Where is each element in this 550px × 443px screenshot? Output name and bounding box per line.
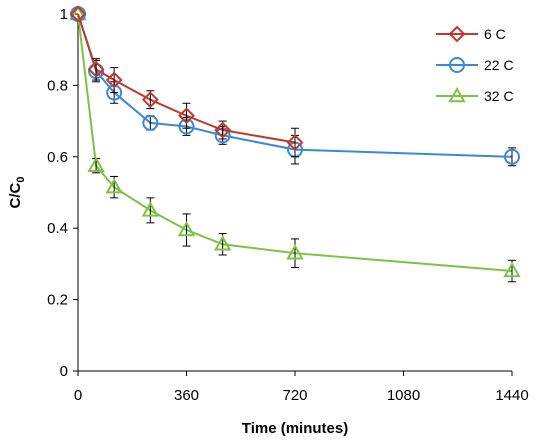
- legend-item: 32 C: [436, 86, 514, 104]
- data-point: [141, 201, 160, 217]
- series-layer: [69, 4, 521, 283]
- legend-label: 6 C: [484, 26, 506, 42]
- legend-item: 22 C: [436, 57, 514, 73]
- legend-swatch-marker: [448, 86, 466, 103]
- data-point: [503, 262, 521, 278]
- y-tick-label: 0.8: [47, 77, 68, 94]
- series-triangle: [69, 4, 521, 283]
- legend-item: 6 C: [436, 25, 506, 43]
- y-tick-label: 0: [60, 363, 68, 380]
- data-point: [504, 148, 520, 165]
- data-point: [69, 5, 87, 23]
- x-axis-title: Time (minutes): [242, 420, 348, 437]
- legend-label: 22 C: [484, 57, 514, 73]
- y-tick-label: 1: [60, 6, 68, 23]
- series-diamond: [69, 5, 304, 158]
- x-tick-label: 1440: [495, 387, 528, 404]
- legend: 6 C 22 C 32 C: [436, 25, 514, 104]
- axes: [77, 14, 512, 372]
- data-point: [87, 156, 105, 172]
- data-point: [286, 134, 304, 151]
- y-tick-label: 0.2: [47, 292, 68, 309]
- y-axis-title-subscript: 0: [15, 177, 27, 183]
- data-point: [105, 71, 123, 89]
- data-point: [214, 121, 232, 139]
- data-point: [286, 244, 304, 260]
- legend-swatch-marker: [449, 57, 465, 73]
- x-tick-label: 720: [282, 387, 307, 404]
- series-line: [77, 13, 513, 273]
- y-tick-label: 0.6: [47, 149, 68, 166]
- x-tick-label: 0: [74, 387, 82, 404]
- y-axis-title-main: C/C: [7, 182, 24, 208]
- x-tick-label: 1080: [387, 387, 420, 404]
- y-tick-label: 0.4: [47, 220, 68, 237]
- data-point: [142, 114, 159, 131]
- data-point: [177, 220, 196, 237]
- legend-label: 32 C: [484, 88, 514, 104]
- axis-ticks: 0 0.2 0.4 0.6 0.8 1 0 360 720 1080 1440: [47, 6, 529, 404]
- data-point: [141, 91, 159, 109]
- data-point: [87, 60, 105, 78]
- data-point: [178, 107, 195, 125]
- data-point: [105, 178, 123, 194]
- x-tick-label: 360: [174, 387, 199, 404]
- data-point: [69, 4, 87, 21]
- data-point: [213, 235, 232, 251]
- legend-swatch-marker: [448, 25, 466, 43]
- y-axis-title: C/C0: [7, 177, 27, 209]
